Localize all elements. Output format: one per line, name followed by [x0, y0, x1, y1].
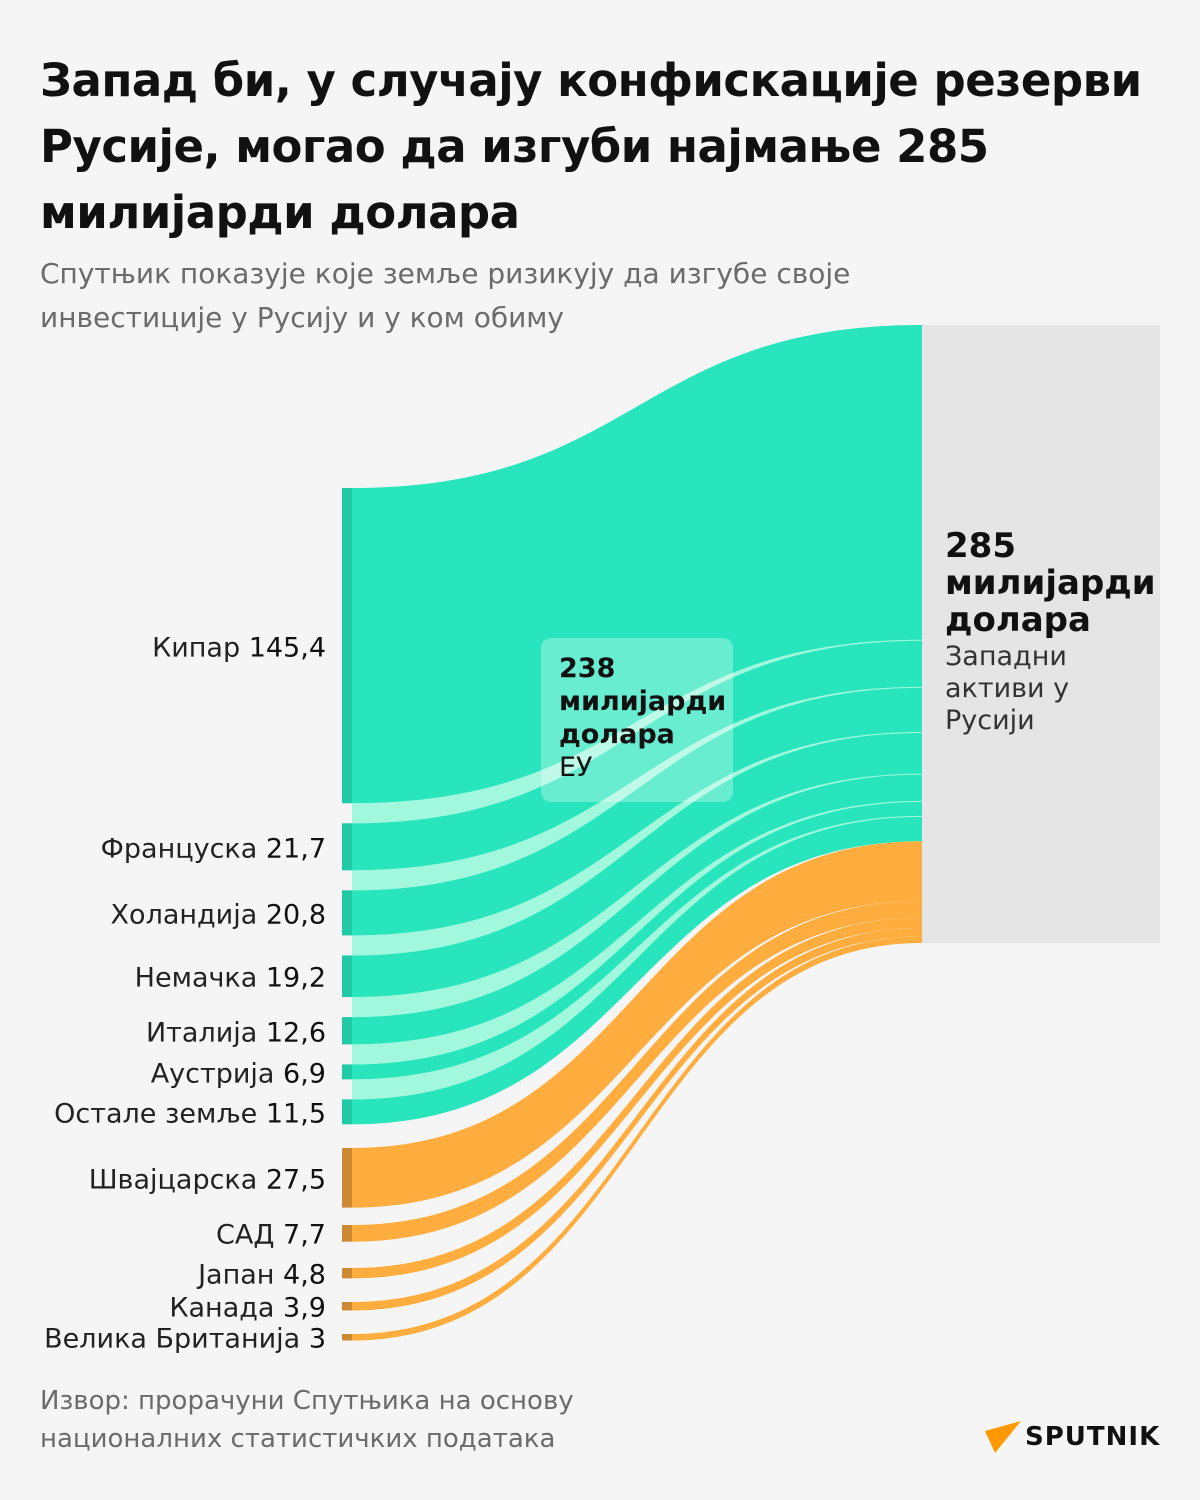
flow-label-name: Јапан: [198, 1259, 284, 1291]
flow-label: Јапан 4,8: [198, 1260, 326, 1291]
flow-label-name: Кипар: [152, 632, 249, 664]
flow-label-value: 3: [308, 1323, 326, 1355]
flow-6: [352, 816, 922, 1125]
flow-8: [352, 900, 922, 1242]
flow-0: [352, 325, 922, 804]
flow-10: [352, 928, 922, 1311]
flow-label-value: 7,7: [283, 1219, 326, 1251]
flow-label: Италија 12,6: [146, 1017, 326, 1048]
flow-label-value: 4,8: [283, 1259, 326, 1291]
flow-label: Кипар 145,4: [152, 632, 326, 663]
source-node-7: [342, 1148, 352, 1208]
logo-text: SPUTNIK: [1025, 1422, 1161, 1452]
source-node-8: [342, 1225, 352, 1242]
flow-label-value: 145,4: [248, 632, 326, 664]
flow-label-name: Швајцарска: [88, 1164, 266, 1196]
grand-total-value: 285 милијарди долара: [945, 526, 1156, 640]
eu-gap-strip-overlay: [352, 800, 922, 1065]
target-node: [922, 325, 1160, 943]
flow-label-name: Француска: [100, 833, 266, 865]
flow-2: [352, 687, 922, 936]
flow-label-name: САД: [216, 1219, 284, 1251]
eu-gap-strip-overlay: [352, 639, 922, 824]
eu-gap-strip-overlay: [352, 731, 922, 956]
flow-label-name: Немачка: [134, 962, 266, 994]
flow-label-value: 3,9: [283, 1292, 326, 1324]
flow-label: Француска 21,7: [101, 833, 326, 864]
flow-label-name: Италија: [145, 1017, 266, 1049]
flow-5: [352, 801, 922, 1080]
flow-label: Аустрија 6,9: [151, 1058, 326, 1089]
flow-label: Швајцарска 27,5: [89, 1164, 326, 1195]
flow-label-value: 19,2: [265, 962, 326, 994]
flow-label: Канада 3,9: [169, 1293, 326, 1324]
flow-label: Велика Британија 3: [44, 1324, 326, 1355]
flow-label-value: 12,6: [265, 1017, 326, 1049]
flow-label-value: 11,5: [265, 1098, 326, 1130]
flow-label: Остале земље 11,5: [54, 1098, 326, 1129]
flow-11: [352, 936, 922, 1341]
flow-label: Холандија 20,8: [111, 899, 326, 930]
flow-label-value: 27,5: [265, 1164, 326, 1196]
source-note: Извор: прорачуни Спутњика на основу наци…: [40, 1386, 574, 1454]
source-node-4: [342, 1017, 352, 1045]
flow-label-value: 21,7: [265, 833, 326, 865]
source-node-11: [342, 1334, 352, 1341]
flow-3: [352, 732, 922, 998]
flow-4: [352, 774, 922, 1045]
flow-label-value: 6,9: [283, 1058, 326, 1090]
source-node-6: [342, 1099, 352, 1125]
source-node-1: [342, 823, 352, 871]
flow-label-name: Канада: [169, 1292, 284, 1324]
source-node-5: [342, 1064, 352, 1080]
eu-gap-strip-overlay: [352, 773, 922, 1018]
eu-total-box: 238 милијарди долара ЕУ: [541, 638, 733, 802]
flow-label-name: Холандија: [110, 899, 266, 931]
page-subtitle: Спутњик показује које земље ризикују да …: [40, 257, 851, 334]
flow-label: Немачка 19,2: [135, 963, 326, 994]
source-node-0: [342, 488, 352, 804]
flow-label: САД 7,7: [216, 1220, 326, 1251]
flow-label-name: Аустрија: [150, 1058, 284, 1090]
flow-1: [352, 640, 922, 871]
source-node-3: [342, 955, 352, 998]
flow-label-name: Остале земље: [54, 1098, 266, 1130]
flow-9: [352, 917, 922, 1279]
source-node-2: [342, 890, 352, 936]
eu-total-label: ЕУ: [559, 752, 593, 783]
eu-gap-strip-overlay: [352, 686, 922, 891]
page-title: Запад би, у случају конфискације резерви…: [40, 54, 1142, 239]
eu-gap-strip-overlay: [352, 815, 922, 1100]
flow-7: [352, 841, 922, 1208]
sputnik-arrow-icon: [985, 1421, 1021, 1453]
source-node-10: [342, 1302, 352, 1311]
eu-total-value: 238 милијарди долара: [559, 653, 727, 750]
flow-label-value: 20,8: [265, 899, 326, 931]
flow-label-name: Велика Британија: [44, 1323, 309, 1355]
sputnik-logo: SPUTNIK: [985, 1421, 1160, 1453]
grand-total-label: Западни активи у Русији: [945, 641, 1070, 736]
source-node-9: [342, 1268, 352, 1279]
grand-total-box: 285 милијарди долара Западни активи у Ру…: [945, 526, 1156, 737]
